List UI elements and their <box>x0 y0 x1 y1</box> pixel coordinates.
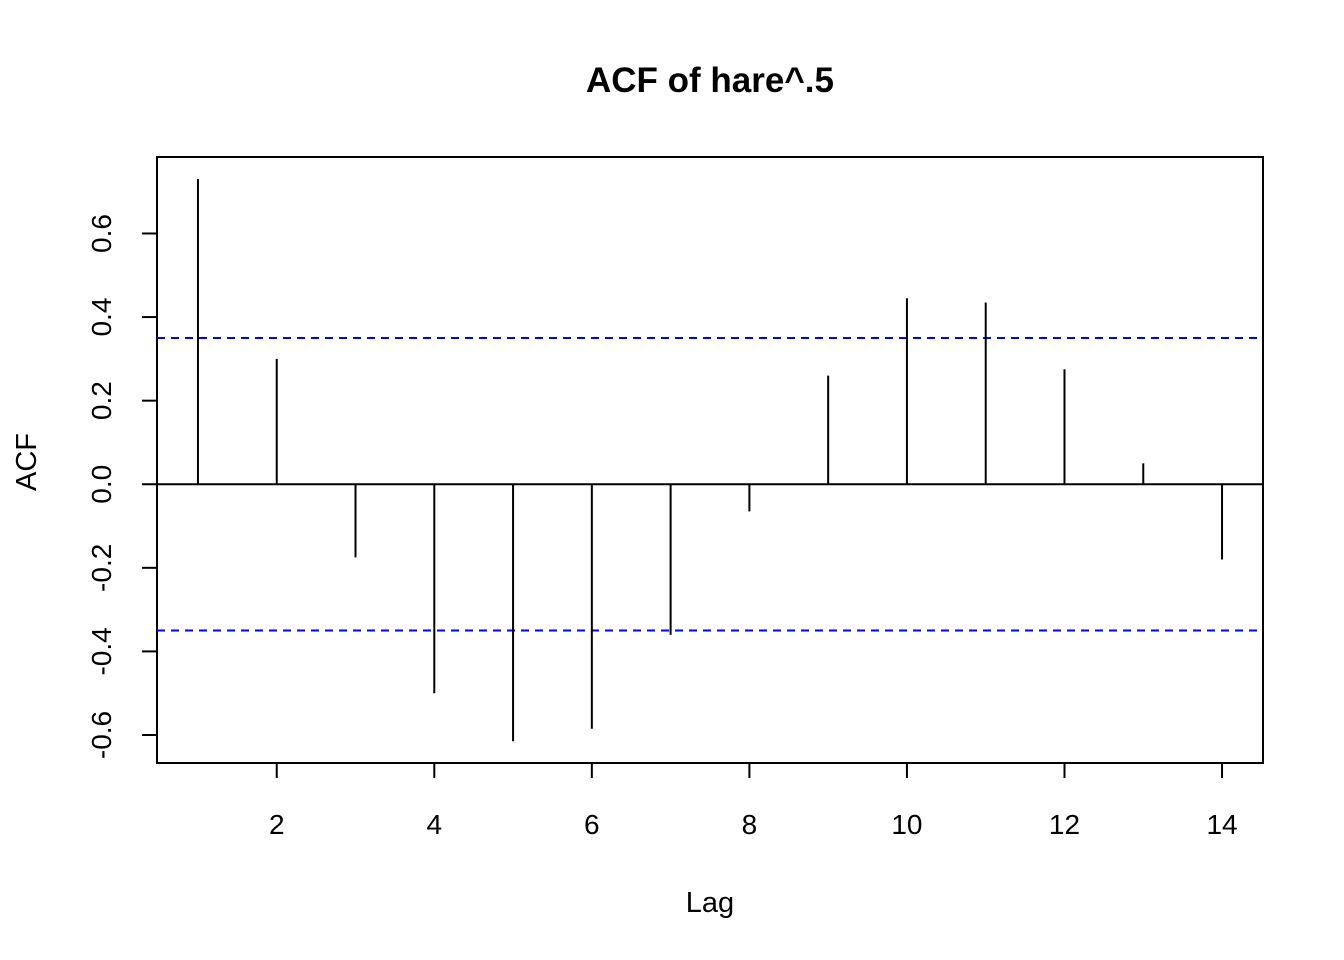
x-axis-title: Lag <box>686 887 734 919</box>
y-tick-label: 0.2 <box>86 381 117 420</box>
y-tick-label: 0.6 <box>86 214 117 253</box>
y-tick-label: -0.4 <box>86 627 117 675</box>
x-tick-label: 10 <box>891 809 922 840</box>
y-axis-title: ACF <box>11 433 43 491</box>
x-tick-label: 6 <box>584 809 600 840</box>
chart-title: ACF of hare^.5 <box>586 61 834 100</box>
y-tick-label: -0.6 <box>86 711 117 759</box>
x-tick-label: 12 <box>1049 809 1080 840</box>
x-tick-label: 4 <box>426 809 442 840</box>
x-tick-label: 8 <box>742 809 758 840</box>
plot-frame <box>156 156 1264 764</box>
x-tick-label: 14 <box>1206 809 1237 840</box>
y-tick-label: 0.0 <box>86 465 117 504</box>
plot-layer: 2 4 6 8 10 12 14 -0.6 -0.4 -0.2 0.0 0.2 0.4 0.6 <box>86 179 1263 840</box>
x-tick-label: 2 <box>269 809 285 840</box>
y-tick-label: 0.4 <box>86 298 117 337</box>
y-tick-label: -0.2 <box>86 544 117 592</box>
